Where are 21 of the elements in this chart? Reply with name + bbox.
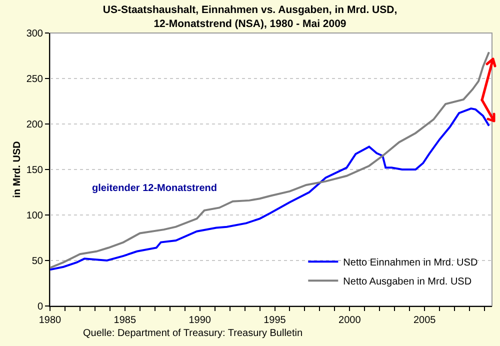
line-series — [50, 108, 490, 271]
x-tick-label: 1980 — [38, 315, 62, 326]
y-tick-label: 250 — [26, 74, 44, 85]
legend-label: Netto Einnahmen in Mrd. USD — [343, 257, 478, 268]
chart-title: US-Staatshaushalt, Einnahmen vs. Ausgaben, in Mrd. USD, 12-Monatstrend (NSA), 1980 - Mai 2009 — [102, 4, 398, 30]
y-axis-title: in Mrd. USD — [12, 141, 23, 198]
annotation: gleitender 12-Monatstrend — [92, 183, 218, 194]
x-tick-label: 1990 — [188, 315, 212, 326]
line-series — [50, 51, 490, 269]
x-tick-label: 2000 — [338, 315, 362, 326]
y-tick-label: 200 — [26, 120, 44, 130]
y-tick-label: 100 — [26, 210, 44, 222]
x-tick-label: 1995 — [264, 315, 286, 326]
y-tick-label: 0 — [37, 302, 44, 312]
x-tick-label: 2005 — [413, 315, 436, 326]
y-tick-label: 50 — [32, 256, 44, 267]
y-tick-label: 150 — [26, 165, 44, 176]
y-tick-label: 300 — [26, 28, 44, 40]
legend-label: Netto Ausgaben in Mrd. USD — [343, 276, 472, 288]
x-tick-label: 1985 — [114, 315, 136, 326]
source-note: Quelle: Department of Treasury: Treasury Bulletin — [83, 328, 303, 339]
